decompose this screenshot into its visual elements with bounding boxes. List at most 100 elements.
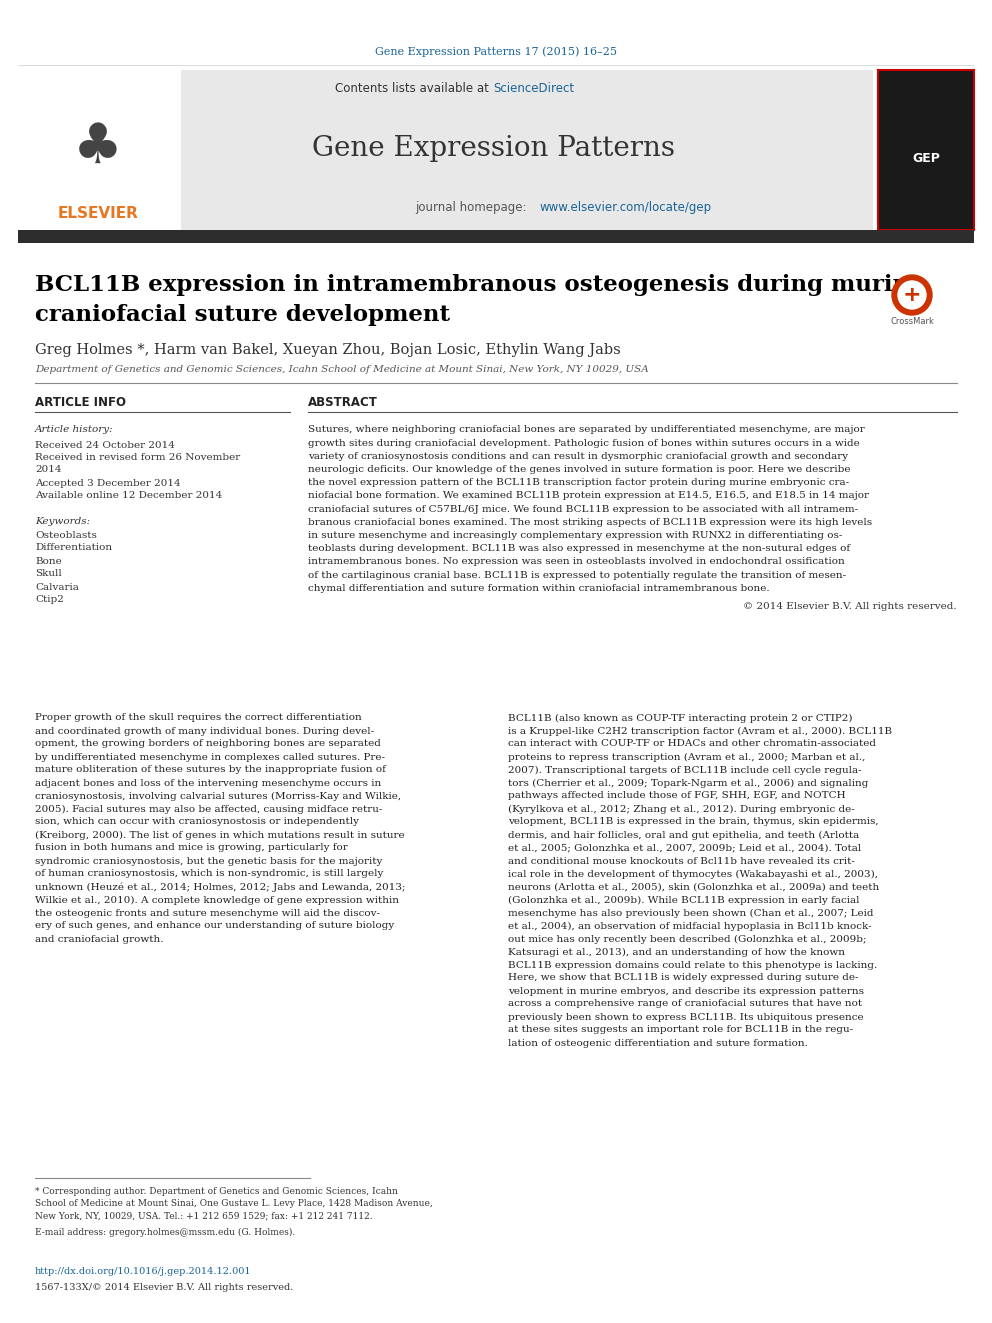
Text: fusion in both humans and mice is growing, particularly for: fusion in both humans and mice is growin… — [35, 844, 348, 852]
Text: © 2014 Elsevier B.V. All rights reserved.: © 2014 Elsevier B.V. All rights reserved… — [743, 602, 957, 611]
Text: Received in revised form 26 November: Received in revised form 26 November — [35, 454, 240, 463]
Text: ical role in the development of thymocytes (Wakabayashi et al., 2003),: ical role in the development of thymocyt… — [508, 869, 878, 878]
Text: pathways affected include those of FGF, SHH, EGF, and NOTCH: pathways affected include those of FGF, … — [508, 791, 845, 800]
Text: ♣: ♣ — [73, 120, 123, 175]
Circle shape — [892, 275, 932, 315]
Text: the osteogenic fronts and suture mesenchyme will aid the discov-: the osteogenic fronts and suture mesench… — [35, 909, 380, 917]
Text: New York, NY, 10029, USA. Tel.: +1 212 659 1529; fax: +1 212 241 7112.: New York, NY, 10029, USA. Tel.: +1 212 6… — [35, 1212, 373, 1221]
Text: Katsuragi et al., 2013), and an understanding of how the known: Katsuragi et al., 2013), and an understa… — [508, 947, 845, 957]
Text: Contents lists available at: Contents lists available at — [335, 82, 493, 94]
Text: http://dx.doi.org/10.1016/j.gep.2014.12.001: http://dx.doi.org/10.1016/j.gep.2014.12.… — [35, 1267, 252, 1277]
Text: Osteoblasts: Osteoblasts — [35, 531, 97, 540]
Text: and coordinated growth of many individual bones. During devel-: and coordinated growth of many individua… — [35, 726, 374, 736]
Text: adjacent bones and loss of the intervening mesenchyme occurs in: adjacent bones and loss of the interveni… — [35, 778, 381, 787]
Text: BCL11B expression in intramembranous osteogenesis during murine: BCL11B expression in intramembranous ost… — [35, 274, 924, 296]
Text: journal homepage:: journal homepage: — [415, 201, 531, 214]
Text: ScienceDirect: ScienceDirect — [493, 82, 574, 94]
Text: branous craniofacial bones examined. The most striking aspects of BCL11B express: branous craniofacial bones examined. The… — [308, 517, 872, 527]
Text: at these sites suggests an important role for BCL11B in the regu-: at these sites suggests an important rol… — [508, 1025, 853, 1035]
FancyBboxPatch shape — [18, 230, 974, 243]
Text: +: + — [903, 284, 922, 306]
Text: Department of Genetics and Genomic Sciences, Icahn School of Medicine at Mount S: Department of Genetics and Genomic Scien… — [35, 365, 649, 374]
Text: Here, we show that BCL11B is widely expressed during suture de-: Here, we show that BCL11B is widely expr… — [508, 974, 858, 983]
Text: Available online 12 December 2014: Available online 12 December 2014 — [35, 492, 222, 500]
Text: out mice has only recently been described (Golonzhka et al., 2009b;: out mice has only recently been describe… — [508, 934, 866, 943]
Text: Gene Expression Patterns: Gene Expression Patterns — [311, 135, 675, 161]
Text: Wilkie et al., 2010). A complete knowledge of gene expression within: Wilkie et al., 2010). A complete knowled… — [35, 896, 399, 905]
Text: 2005). Facial sutures may also be affected, causing midface retru-: 2005). Facial sutures may also be affect… — [35, 804, 382, 814]
Text: velopment, BCL11B is expressed in the brain, thymus, skin epidermis,: velopment, BCL11B is expressed in the br… — [508, 818, 879, 827]
Text: et al., 2005; Golonzhka et al., 2007, 2009b; Leid et al., 2004). Total: et al., 2005; Golonzhka et al., 2007, 20… — [508, 844, 861, 852]
Text: ELSEVIER: ELSEVIER — [58, 205, 139, 221]
Circle shape — [898, 280, 926, 310]
Text: www.elsevier.com/locate/gep: www.elsevier.com/locate/gep — [540, 201, 712, 214]
Text: the novel expression pattern of the BCL11B transcription factor protein during m: the novel expression pattern of the BCL1… — [308, 479, 849, 487]
Text: Ctip2: Ctip2 — [35, 595, 63, 605]
Text: neurologic deficits. Our knowledge of the genes involved in suture formation is : neurologic deficits. Our knowledge of th… — [308, 466, 850, 474]
Text: chymal differentiation and suture formation within craniofacial intramembranous : chymal differentiation and suture format… — [308, 583, 770, 593]
Text: craniosynostosis, involving calvarial sutures (Morriss-Kay and Wilkie,: craniosynostosis, involving calvarial su… — [35, 791, 401, 800]
Text: variety of craniosynostosis conditions and can result in dysmorphic craniofacial: variety of craniosynostosis conditions a… — [308, 452, 848, 460]
Text: Received 24 October 2014: Received 24 October 2014 — [35, 441, 175, 450]
Text: 1567-133X/© 2014 Elsevier B.V. All rights reserved.: 1567-133X/© 2014 Elsevier B.V. All right… — [35, 1282, 294, 1291]
Text: craniofacial suture development: craniofacial suture development — [35, 304, 450, 325]
FancyBboxPatch shape — [878, 70, 974, 230]
Text: E-mail address: gregory.holmes@mssm.edu (G. Holmes).: E-mail address: gregory.holmes@mssm.edu … — [35, 1228, 296, 1237]
Text: across a comprehensive range of craniofacial sutures that have not: across a comprehensive range of craniofa… — [508, 999, 862, 1008]
Text: in suture mesenchyme and increasingly complementary expression with RUNX2 in dif: in suture mesenchyme and increasingly co… — [308, 531, 842, 540]
Text: neurons (Arlotta et al., 2005), skin (Golonzhka et al., 2009a) and teeth: neurons (Arlotta et al., 2005), skin (Go… — [508, 882, 879, 892]
Text: * Corresponding author. Department of Genetics and Genomic Sciences, Icahn: * Corresponding author. Department of Ge… — [35, 1188, 398, 1196]
Text: syndromic craniosynostosis, but the genetic basis for the majority: syndromic craniosynostosis, but the gene… — [35, 856, 382, 865]
Text: teoblasts during development. BCL11B was also expressed in mesenchyme at the non: teoblasts during development. BCL11B was… — [308, 544, 850, 553]
Text: unknown (Heuzé et al., 2014; Holmes, 2012; Jabs and Lewanda, 2013;: unknown (Heuzé et al., 2014; Holmes, 201… — [35, 882, 406, 892]
Text: of the cartilaginous cranial base. BCL11B is expressed to potentially regulate t: of the cartilaginous cranial base. BCL11… — [308, 570, 846, 579]
Text: mature obliteration of these sutures by the inappropriate fusion of: mature obliteration of these sutures by … — [35, 766, 386, 774]
Text: Skull: Skull — [35, 569, 62, 578]
Text: Keywords:: Keywords: — [35, 517, 90, 527]
Text: Article history:: Article history: — [35, 426, 114, 434]
Text: Calvaria: Calvaria — [35, 582, 79, 591]
Text: ABSTRACT: ABSTRACT — [308, 396, 378, 409]
Text: is a Kruppel-like C2H2 transcription factor (Avram et al., 2000). BCL11B: is a Kruppel-like C2H2 transcription fac… — [508, 726, 892, 736]
Text: opment, the growing borders of neighboring bones are separated: opment, the growing borders of neighbori… — [35, 740, 381, 749]
Text: 2014: 2014 — [35, 466, 62, 475]
Text: of human craniosynostosis, which is non-syndromic, is still largely: of human craniosynostosis, which is non-… — [35, 869, 383, 878]
Text: Sutures, where neighboring craniofacial bones are separated by undifferentiated : Sutures, where neighboring craniofacial … — [308, 426, 865, 434]
Text: can interact with COUP-TF or HDACs and other chromatin-associated: can interact with COUP-TF or HDACs and o… — [508, 740, 876, 749]
Text: intramembranous bones. No expression was seen in osteoblasts involved in endocho: intramembranous bones. No expression was… — [308, 557, 845, 566]
Text: (Golonzhka et al., 2009b). While BCL11B expression in early facial: (Golonzhka et al., 2009b). While BCL11B … — [508, 896, 859, 905]
Text: Proper growth of the skull requires the correct differentiation: Proper growth of the skull requires the … — [35, 713, 362, 722]
Text: Accepted 3 December 2014: Accepted 3 December 2014 — [35, 479, 181, 487]
Text: ARTICLE INFO: ARTICLE INFO — [35, 396, 126, 409]
Text: BCL11B (also known as COUP-TF interacting protein 2 or CTIP2): BCL11B (also known as COUP-TF interactin… — [508, 713, 852, 722]
Text: and conditional mouse knockouts of Bcl11b have revealed its crit-: and conditional mouse knockouts of Bcl11… — [508, 856, 855, 865]
Text: Greg Holmes *, Harm van Bakel, Xueyan Zhou, Bojan Losic, Ethylin Wang Jabs: Greg Holmes *, Harm van Bakel, Xueyan Zh… — [35, 343, 621, 357]
Text: proteins to repress transcription (Avram et al., 2000; Marban et al.,: proteins to repress transcription (Avram… — [508, 753, 865, 762]
Text: tors (Cherrier et al., 2009; Topark-Ngarm et al., 2006) and signaling: tors (Cherrier et al., 2009; Topark-Ngar… — [508, 778, 868, 787]
Text: CrossMark: CrossMark — [890, 318, 933, 327]
Text: ery of such genes, and enhance our understanding of suture biology: ery of such genes, and enhance our under… — [35, 922, 394, 930]
Text: velopment in murine embryos, and describe its expression patterns: velopment in murine embryos, and describ… — [508, 987, 864, 995]
Text: growth sites during craniofacial development. Pathologic fusion of bones within : growth sites during craniofacial develop… — [308, 439, 860, 447]
Text: niofacial bone formation. We examined BCL11B protein expression at E14.5, E16.5,: niofacial bone formation. We examined BC… — [308, 492, 869, 500]
Text: Differentiation: Differentiation — [35, 544, 112, 553]
Text: (Kyrylkova et al., 2012; Zhang et al., 2012). During embryonic de-: (Kyrylkova et al., 2012; Zhang et al., 2… — [508, 804, 855, 814]
Text: and craniofacial growth.: and craniofacial growth. — [35, 934, 164, 943]
Text: School of Medicine at Mount Sinai, One Gustave L. Levy Place, 1428 Madison Avenu: School of Medicine at Mount Sinai, One G… — [35, 1200, 433, 1208]
Text: Bone: Bone — [35, 557, 62, 565]
Text: sion, which can occur with craniosynostosis or independently: sion, which can occur with craniosynosto… — [35, 818, 359, 827]
FancyBboxPatch shape — [18, 70, 873, 230]
Text: Gene Expression Patterns 17 (2015) 16–25: Gene Expression Patterns 17 (2015) 16–25 — [375, 46, 617, 57]
Text: (Kreiborg, 2000). The list of genes in which mutations result in suture: (Kreiborg, 2000). The list of genes in w… — [35, 831, 405, 840]
Text: lation of osteogenic differentiation and suture formation.: lation of osteogenic differentiation and… — [508, 1039, 807, 1048]
Text: mesenchyme has also previously been shown (Chan et al., 2007; Leid: mesenchyme has also previously been show… — [508, 909, 874, 918]
Text: GEP: GEP — [912, 152, 940, 164]
Text: 2007). Transcriptional targets of BCL11B include cell cycle regula-: 2007). Transcriptional targets of BCL11B… — [508, 766, 862, 774]
Text: previously been shown to express BCL11B. Its ubiquitous presence: previously been shown to express BCL11B.… — [508, 1012, 864, 1021]
Text: BCL11B expression domains could relate to this phenotype is lacking.: BCL11B expression domains could relate t… — [508, 960, 877, 970]
Text: dermis, and hair follicles, oral and gut epithelia, and teeth (Arlotta: dermis, and hair follicles, oral and gut… — [508, 831, 859, 840]
Text: by undifferentiated mesenchyme in complexes called sutures. Pre-: by undifferentiated mesenchyme in comple… — [35, 753, 385, 762]
Text: craniofacial sutures of C57BL/6J mice. We found BCL11B expression to be associat: craniofacial sutures of C57BL/6J mice. W… — [308, 504, 858, 513]
FancyBboxPatch shape — [18, 70, 181, 230]
Text: et al., 2004), an observation of midfacial hypoplasia in Bcl11b knock-: et al., 2004), an observation of midfaci… — [508, 921, 872, 930]
